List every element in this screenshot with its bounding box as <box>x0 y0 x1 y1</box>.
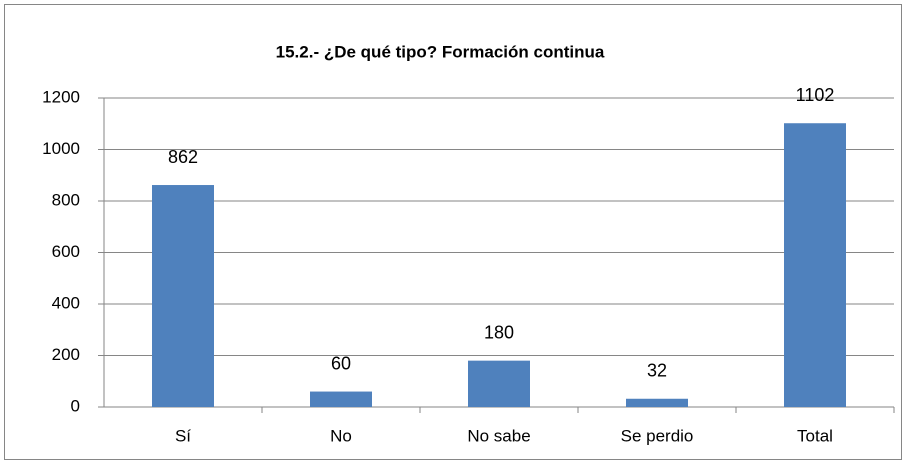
x-tick-label: Total <box>797 426 833 445</box>
x-tick-label: No sabe <box>467 426 530 445</box>
chart-border <box>4 4 902 460</box>
bar <box>784 123 846 408</box>
x-tick-label: Sí <box>175 426 191 445</box>
bar <box>468 360 530 407</box>
y-tick-label: 1200 <box>42 87 80 106</box>
data-label: 60 <box>331 353 351 373</box>
bar <box>626 398 688 407</box>
bar <box>152 185 214 407</box>
y-tick-label: 800 <box>52 190 80 209</box>
data-label: 180 <box>484 322 514 342</box>
x-tick-label: Se perdio <box>621 426 694 445</box>
data-label: 1102 <box>796 85 835 105</box>
x-tick-label: No <box>330 426 352 445</box>
bar <box>310 391 372 407</box>
y-tick-label: 200 <box>52 345 80 364</box>
data-label: 32 <box>647 361 667 381</box>
y-tick-label: 1000 <box>42 139 80 158</box>
y-tick-label: 400 <box>52 293 80 312</box>
y-tick-label: 600 <box>52 242 80 261</box>
chart-title: 15.2.- ¿De qué tipo? Formación continua <box>276 42 605 61</box>
y-tick-label: 0 <box>71 396 80 415</box>
data-label: 862 <box>168 147 198 167</box>
